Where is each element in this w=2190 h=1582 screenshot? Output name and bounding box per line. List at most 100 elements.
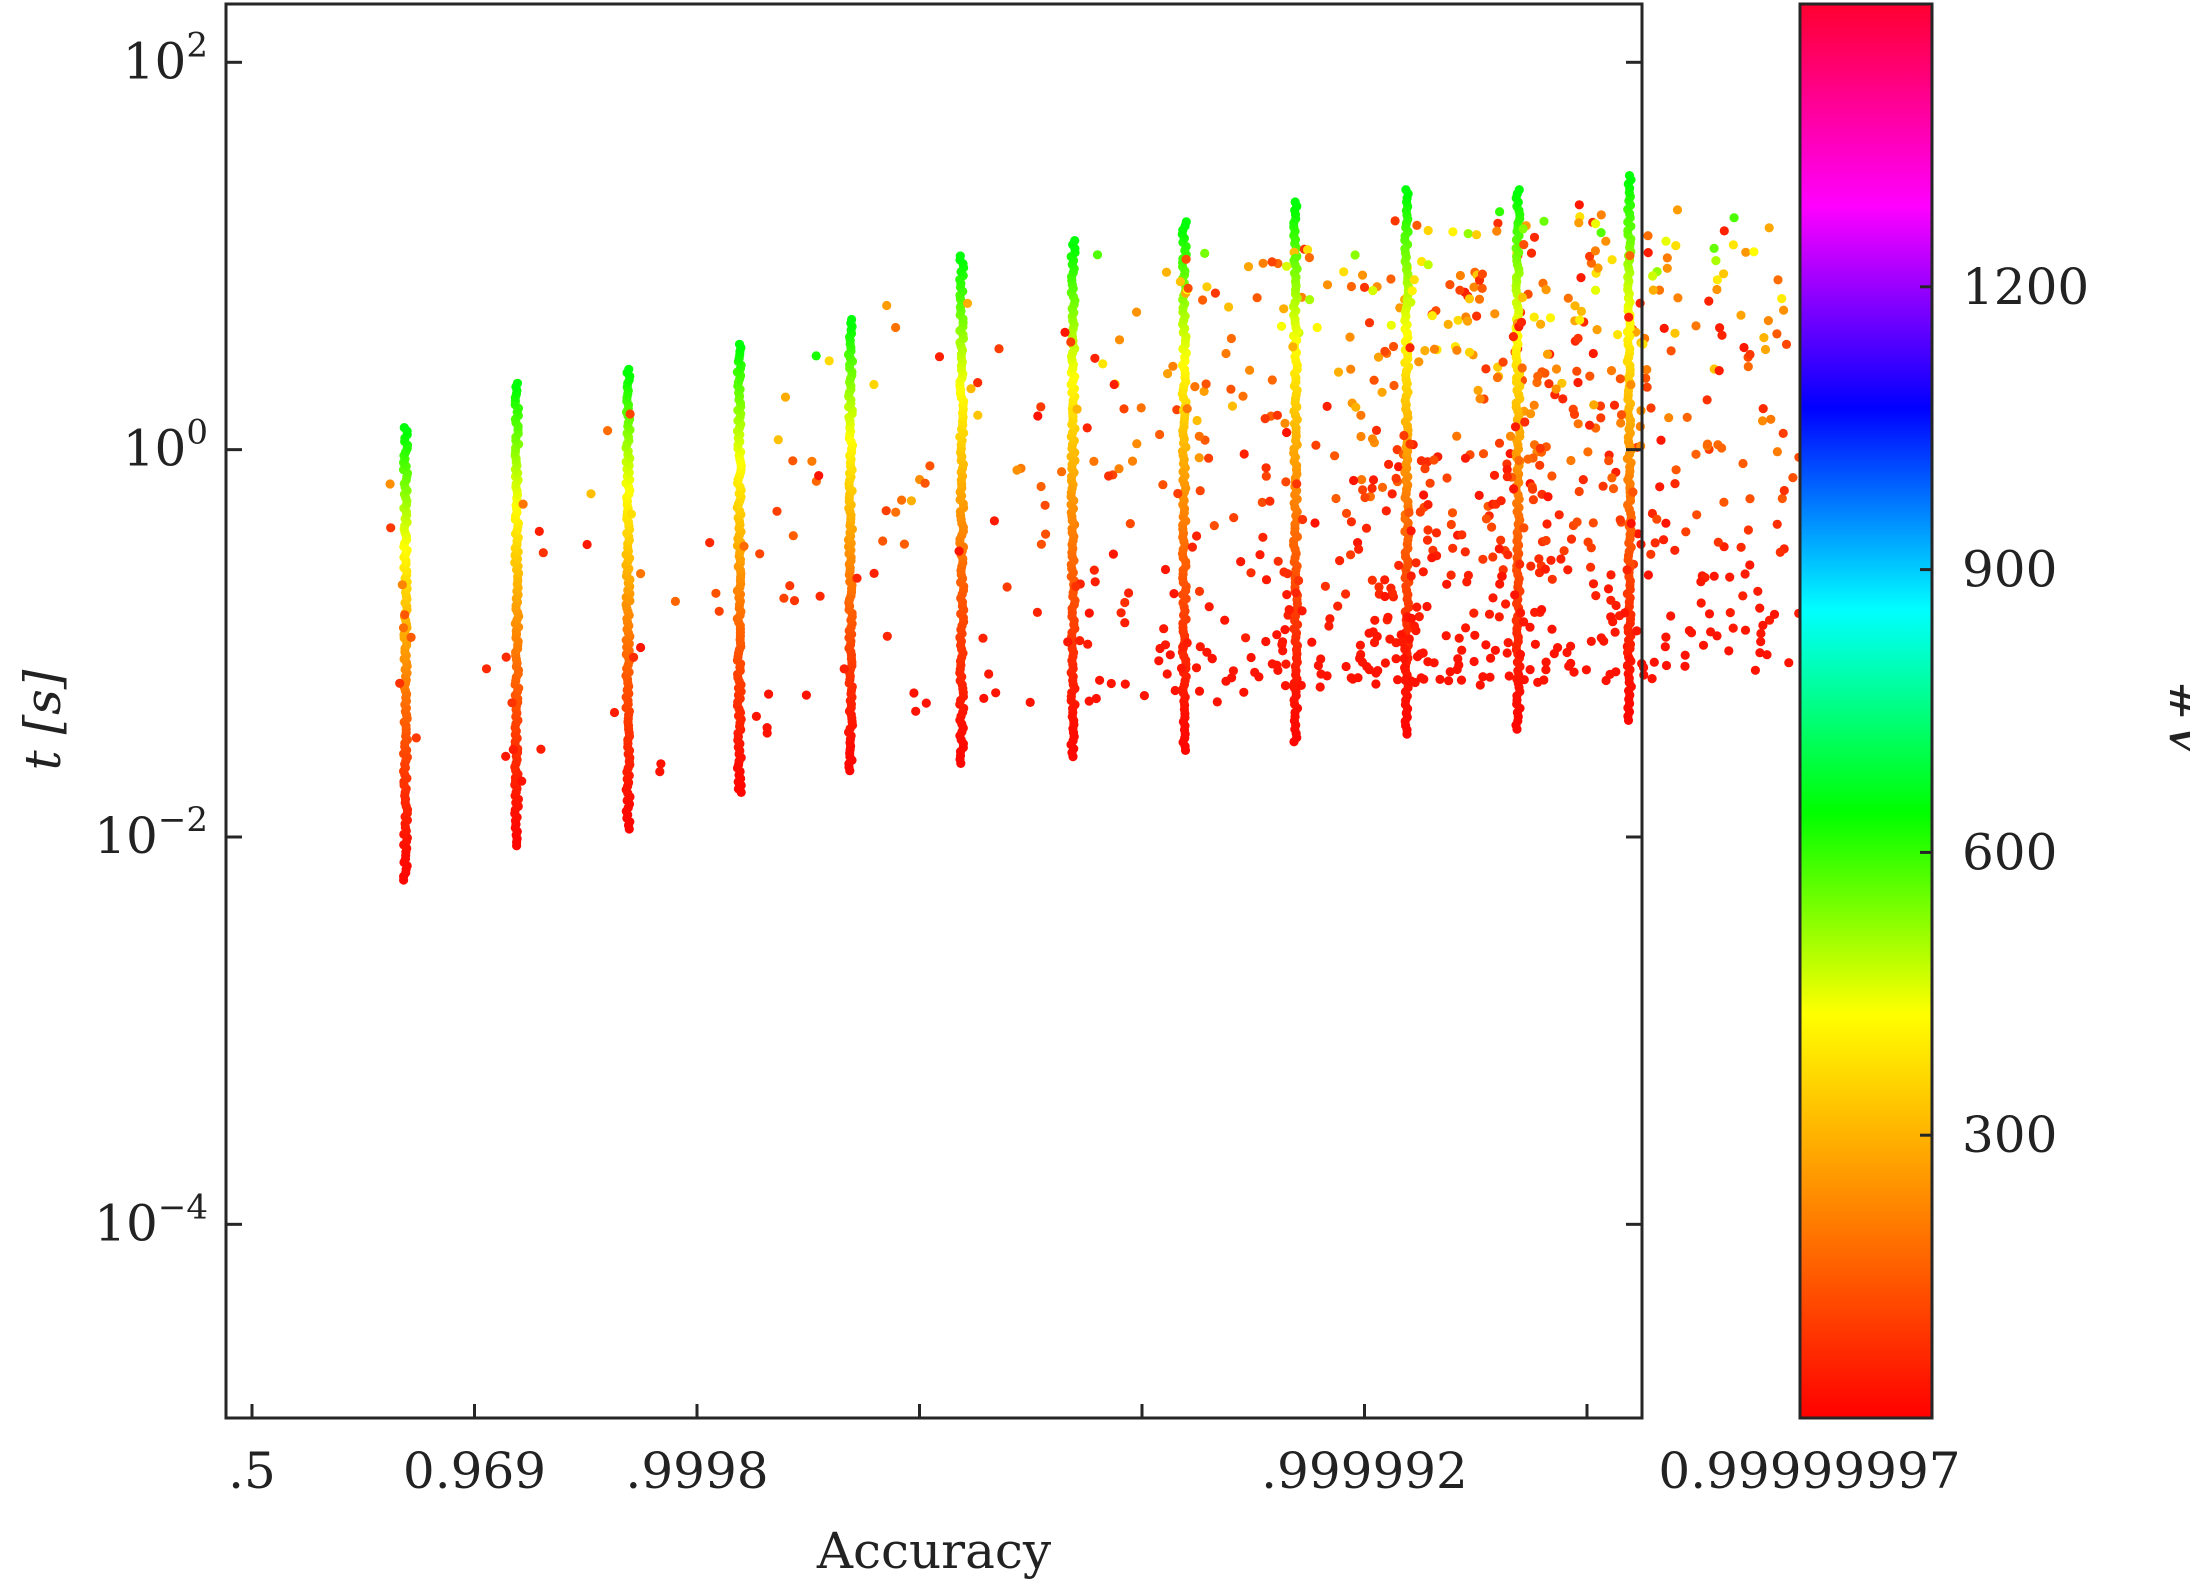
scatter-point bbox=[1272, 410, 1282, 420]
scatter-point bbox=[1390, 216, 1400, 226]
scatter-point bbox=[1261, 471, 1271, 481]
scatter-point bbox=[1181, 217, 1191, 227]
scatter-point bbox=[1739, 342, 1749, 353]
scatter-point bbox=[1457, 530, 1467, 540]
scatter-point bbox=[1729, 213, 1739, 223]
scatter-point bbox=[1425, 478, 1435, 488]
scatter-point bbox=[1502, 465, 1512, 475]
scatter-point bbox=[1628, 487, 1638, 497]
scatter-point bbox=[1539, 216, 1549, 226]
scatter-point bbox=[1541, 665, 1551, 675]
scatter-point bbox=[882, 631, 892, 641]
colorbar-tick-label: 1200 bbox=[1962, 258, 2089, 316]
scatter-point bbox=[1488, 552, 1498, 562]
scatter-point bbox=[1307, 637, 1317, 647]
scatter-point bbox=[1412, 220, 1422, 230]
scatter-point bbox=[1114, 464, 1124, 474]
scatter-point bbox=[1377, 387, 1387, 397]
scatter-point bbox=[400, 610, 410, 620]
scatter-point bbox=[1356, 431, 1366, 442]
scatter-point bbox=[1535, 443, 1545, 453]
scatter-point bbox=[1659, 323, 1669, 333]
scatter-point bbox=[1304, 253, 1314, 263]
scatter-point bbox=[978, 633, 988, 643]
scatter-point bbox=[1719, 226, 1729, 236]
scatter-point bbox=[1488, 593, 1498, 603]
scatter-point bbox=[1661, 660, 1672, 671]
scatter-point bbox=[1606, 595, 1616, 605]
scatter-point bbox=[764, 689, 774, 699]
scatter-point bbox=[1590, 246, 1600, 256]
scatter-point bbox=[1519, 240, 1529, 250]
scatter-point bbox=[1643, 231, 1653, 241]
scatter-point bbox=[1572, 366, 1582, 376]
scatter-point bbox=[1616, 418, 1626, 428]
scatter-point bbox=[1089, 565, 1099, 575]
scatter-point bbox=[1712, 284, 1722, 295]
scatter-point bbox=[1603, 584, 1614, 594]
scatter-point bbox=[1367, 483, 1377, 493]
scatter-point bbox=[1477, 283, 1487, 293]
scatter-point bbox=[512, 378, 523, 388]
scatter-point bbox=[1470, 630, 1480, 640]
scatter-point bbox=[1545, 313, 1556, 323]
scatter-point bbox=[1711, 256, 1721, 266]
scatter-point bbox=[755, 549, 765, 559]
scatter-point bbox=[1195, 486, 1205, 496]
scatter-point bbox=[1755, 603, 1765, 613]
scatter-point bbox=[1648, 285, 1658, 295]
scatter-point bbox=[1474, 294, 1485, 304]
scatter-point bbox=[1441, 631, 1451, 641]
scatter-point bbox=[1680, 650, 1690, 660]
scatter-point bbox=[636, 642, 646, 653]
scatter-point bbox=[1471, 230, 1482, 240]
scatter-point bbox=[1341, 661, 1351, 672]
scatter-point bbox=[1475, 394, 1485, 404]
scatter-point bbox=[1399, 654, 1409, 664]
scatter-point bbox=[1391, 654, 1401, 664]
scatter-point bbox=[1646, 549, 1656, 559]
scatter-point bbox=[1616, 410, 1627, 420]
scatter-point bbox=[1574, 200, 1584, 210]
scatter-point bbox=[1120, 679, 1130, 689]
scatter-point bbox=[1573, 419, 1583, 429]
scatter-point bbox=[626, 509, 637, 519]
scatter-point bbox=[1429, 455, 1439, 465]
scatter-point bbox=[1161, 267, 1172, 277]
scatter-point bbox=[1346, 517, 1356, 527]
scatter-point bbox=[1569, 667, 1579, 677]
scatter-point bbox=[1371, 679, 1381, 689]
x-axis: .5 0.969 .9998 .999992 0.99999997 bbox=[228, 1404, 1961, 1500]
scatter-point bbox=[1702, 395, 1712, 405]
scatter-point bbox=[1745, 349, 1755, 360]
scatter-point bbox=[824, 356, 834, 366]
scatter-point bbox=[1411, 558, 1421, 568]
scatter-point bbox=[1490, 309, 1500, 319]
scatter-point bbox=[1373, 352, 1384, 362]
scatter-point bbox=[779, 593, 789, 603]
scatter-point bbox=[1541, 285, 1551, 295]
scatter-point bbox=[1280, 418, 1290, 428]
scatter-point bbox=[1414, 612, 1424, 622]
scatter-point bbox=[1563, 293, 1573, 303]
scatter-point bbox=[1261, 636, 1271, 647]
scatter-point bbox=[839, 664, 849, 674]
scatter-point bbox=[1517, 292, 1528, 303]
scatter-point bbox=[1423, 525, 1433, 535]
scatter-point bbox=[934, 352, 945, 362]
scatter-point bbox=[1684, 626, 1694, 636]
scatter-point bbox=[1435, 674, 1445, 685]
scatter-point bbox=[1377, 482, 1388, 492]
scatter-point bbox=[1592, 325, 1602, 335]
scatter-point bbox=[1542, 519, 1552, 529]
scatter-point bbox=[1357, 475, 1367, 485]
scatter-point bbox=[1393, 675, 1403, 685]
scatter-point bbox=[1351, 402, 1361, 412]
scatter-point bbox=[1558, 394, 1568, 404]
scatter-point bbox=[1543, 492, 1553, 502]
scatter-point bbox=[1551, 364, 1562, 374]
scatter-point bbox=[1564, 661, 1574, 671]
scatter-point bbox=[1504, 671, 1514, 681]
scatter-point bbox=[1549, 649, 1559, 659]
